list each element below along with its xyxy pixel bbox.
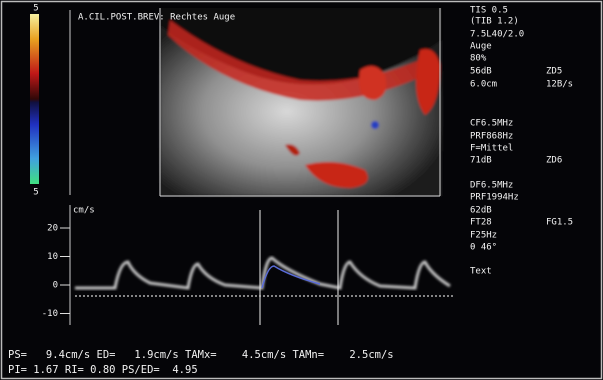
setting-text: FG1.5 (546, 218, 573, 228)
setting-text: 6.0cm (470, 80, 497, 90)
setting-text: θ 46° (470, 243, 497, 253)
y-tick-label: 20 (47, 224, 58, 234)
setting-text: 7.5L40/2.0 (470, 30, 524, 40)
y-tick-label: 0 (53, 281, 58, 291)
b-mode-image (160, 8, 442, 196)
measurement: PI= 1.67 RI= 0.80 PS/ED= 4.95 (8, 364, 198, 376)
axis-unit: cm/s (73, 206, 95, 216)
setting-text: F=Mittel (470, 144, 513, 154)
setting-text: F25Hz (470, 231, 497, 241)
setting-text: ZD6 (546, 156, 562, 166)
setting-text: PRF1994Hz (470, 193, 519, 203)
setting-text: ZD5 (546, 67, 562, 77)
setting-text: Text (470, 267, 492, 277)
setting-text: PRF868Hz (470, 132, 513, 142)
probe-label: A.CIL.POST.BREV: Rechtes Auge (78, 13, 235, 23)
y-tick-label: -10 (42, 309, 58, 319)
setting-text: 71dB (470, 156, 492, 166)
setting-text: 80% (470, 54, 487, 64)
setting-text: (TIB 1.2) (470, 17, 519, 27)
setting-text: 62dB (470, 206, 492, 216)
y-tick-label: 10 (47, 252, 58, 262)
color-scale (30, 14, 39, 184)
setting-text: Auge (470, 42, 492, 52)
setting-text: 56dB (470, 67, 492, 77)
ultrasound-screen: 5 5 A.CIL.POST.BREV: Rechtes Auge TIS 0.… (0, 0, 603, 380)
setting-text: CF6.5MHz (470, 119, 513, 129)
setting-text: DF6.5MHz (470, 181, 513, 191)
setting-text: 12B/s (546, 80, 573, 90)
setting-text: FT28 (470, 218, 492, 228)
scale-label: 5 (33, 4, 38, 14)
setting-text: TIS 0.5 (470, 6, 508, 16)
measurement: PS= 9.4cm/s ED= 1.9cm/s TAMx= 4.5cm/s TA… (8, 349, 394, 361)
scale-label: 5 (33, 188, 38, 198)
